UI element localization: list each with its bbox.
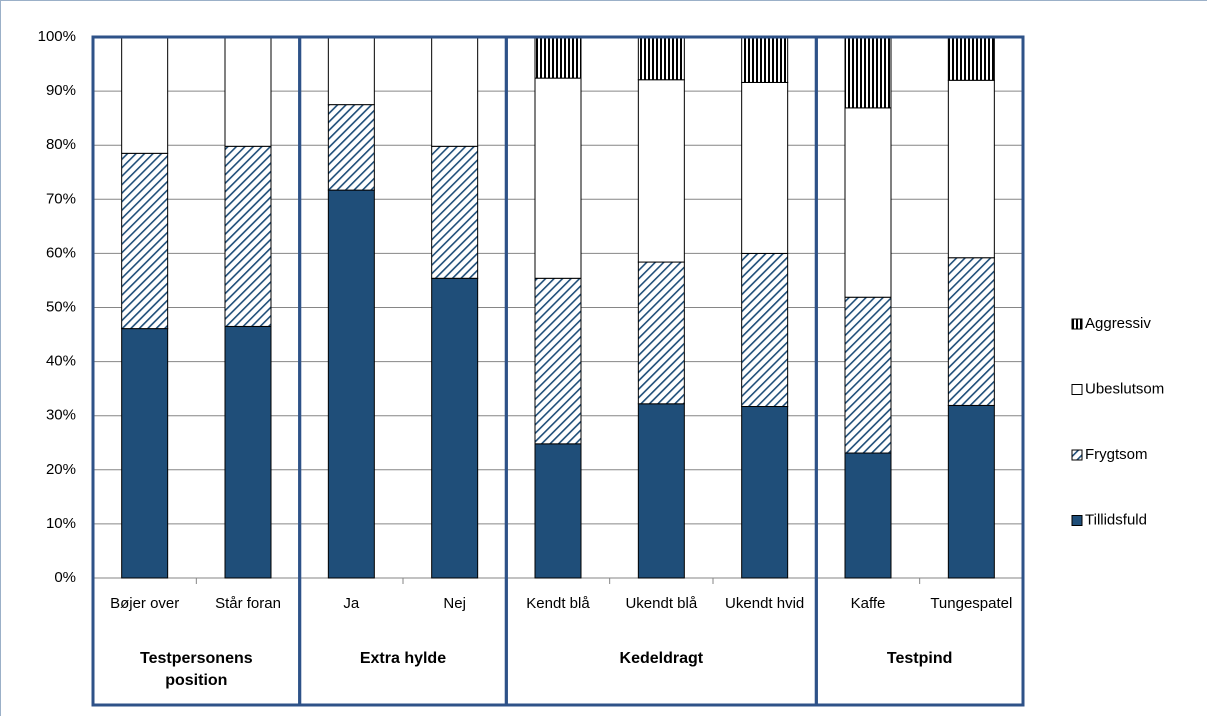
y-tick-label: 30% bbox=[46, 407, 76, 424]
bar-segment bbox=[431, 36, 479, 147]
bar-segment bbox=[947, 404, 995, 579]
bar-segment bbox=[637, 261, 685, 405]
bar-segment bbox=[327, 189, 375, 579]
bar-segment bbox=[637, 79, 685, 263]
bar-segment bbox=[431, 145, 479, 279]
y-tick-label: 90% bbox=[46, 82, 76, 99]
group-label: Testpersonens position bbox=[140, 650, 253, 689]
bar-segment bbox=[637, 36, 685, 81]
x-tick-label: Ukendt hvid bbox=[725, 595, 804, 612]
x-tick-label: Kaffe bbox=[851, 595, 886, 612]
y-tick-label: 100% bbox=[38, 28, 76, 45]
bar-segment bbox=[844, 452, 892, 579]
legend-swatch bbox=[1071, 318, 1083, 330]
bar-segment bbox=[534, 443, 582, 579]
y-tick-label: 50% bbox=[46, 298, 76, 315]
y-tick-label: 80% bbox=[46, 136, 76, 153]
x-tick-label: Står foran bbox=[215, 595, 281, 612]
bar-segment bbox=[224, 325, 272, 579]
y-tick-label: 60% bbox=[46, 244, 76, 261]
bar-segment bbox=[844, 107, 892, 298]
legend-swatch bbox=[1071, 384, 1083, 395]
x-tick-label: Tungespatel bbox=[930, 595, 1012, 612]
bar-segment bbox=[224, 36, 272, 147]
bar-segment bbox=[327, 36, 375, 106]
legend-swatch bbox=[1071, 515, 1083, 526]
bar-segment bbox=[844, 36, 892, 109]
bar-segment bbox=[947, 257, 995, 406]
x-tick-label: Nej bbox=[443, 595, 466, 612]
bar-segment bbox=[121, 36, 169, 154]
x-tick-label: Ja bbox=[343, 595, 360, 612]
y-tick-label: 20% bbox=[46, 461, 76, 478]
bar-segment bbox=[637, 403, 685, 579]
legend-label: Frygtsom bbox=[1085, 446, 1148, 463]
bar-segment bbox=[741, 252, 789, 408]
x-tick-label: Kendt blå bbox=[526, 595, 590, 612]
group-label: Kedeldragt bbox=[619, 650, 704, 667]
x-tick-label: Bøjer over bbox=[110, 595, 179, 612]
bar-segment bbox=[947, 79, 995, 259]
bar-segment bbox=[534, 36, 582, 79]
bar-segment bbox=[327, 104, 375, 191]
legend-label: Aggressiv bbox=[1085, 315, 1151, 332]
bar-segment bbox=[431, 277, 479, 579]
legend-label: Tillidsfuld bbox=[1085, 511, 1147, 528]
y-tick-label: 10% bbox=[46, 515, 76, 532]
y-tick-label: 70% bbox=[46, 190, 76, 207]
bar-segment bbox=[741, 36, 789, 83]
bar-segment bbox=[844, 296, 892, 454]
bar-segment bbox=[947, 36, 995, 81]
legend-swatch bbox=[1071, 449, 1083, 461]
bar-segment bbox=[741, 81, 789, 254]
bar-segment bbox=[534, 277, 582, 445]
x-tick-label: Ukendt blå bbox=[625, 595, 697, 612]
group-label: Extra hylde bbox=[359, 650, 447, 667]
bar-segment bbox=[534, 77, 582, 279]
legend-label: Ubeslutsom bbox=[1085, 380, 1164, 397]
bar-segment bbox=[121, 328, 169, 579]
bar-segment bbox=[224, 145, 272, 327]
group-label: Testpind bbox=[886, 650, 953, 667]
y-tick-label: 0% bbox=[54, 569, 76, 586]
bar-segment bbox=[121, 152, 169, 330]
y-tick-label: 40% bbox=[46, 353, 76, 370]
bar-segment bbox=[741, 406, 789, 579]
group-box bbox=[814, 35, 1025, 707]
